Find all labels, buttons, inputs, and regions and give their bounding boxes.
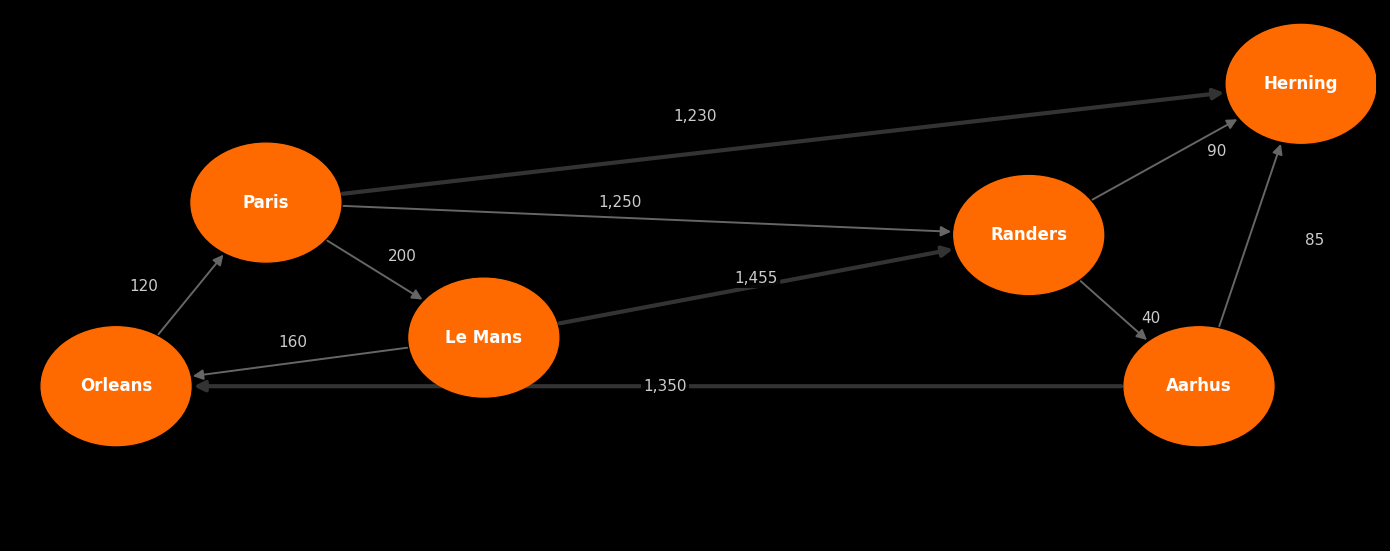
Text: 1,350: 1,350: [644, 379, 687, 394]
Ellipse shape: [409, 278, 559, 397]
Ellipse shape: [190, 143, 341, 262]
Text: 1,230: 1,230: [673, 109, 717, 124]
Text: 1,250: 1,250: [598, 195, 642, 210]
Ellipse shape: [42, 327, 190, 446]
Ellipse shape: [954, 176, 1104, 294]
Text: 160: 160: [278, 336, 307, 350]
Text: 120: 120: [129, 279, 157, 294]
Ellipse shape: [1226, 24, 1376, 143]
Text: Le Mans: Le Mans: [445, 328, 523, 347]
Text: 200: 200: [388, 249, 417, 264]
Text: 1,455: 1,455: [734, 271, 778, 286]
Text: Aarhus: Aarhus: [1166, 377, 1232, 395]
Text: 40: 40: [1141, 311, 1161, 326]
Text: Orleans: Orleans: [81, 377, 152, 395]
Text: Herning: Herning: [1264, 75, 1339, 93]
Text: 85: 85: [1305, 233, 1325, 248]
Text: Randers: Randers: [990, 226, 1068, 244]
Text: Paris: Paris: [243, 193, 289, 212]
Text: 90: 90: [1207, 144, 1226, 159]
Ellipse shape: [1125, 327, 1273, 446]
